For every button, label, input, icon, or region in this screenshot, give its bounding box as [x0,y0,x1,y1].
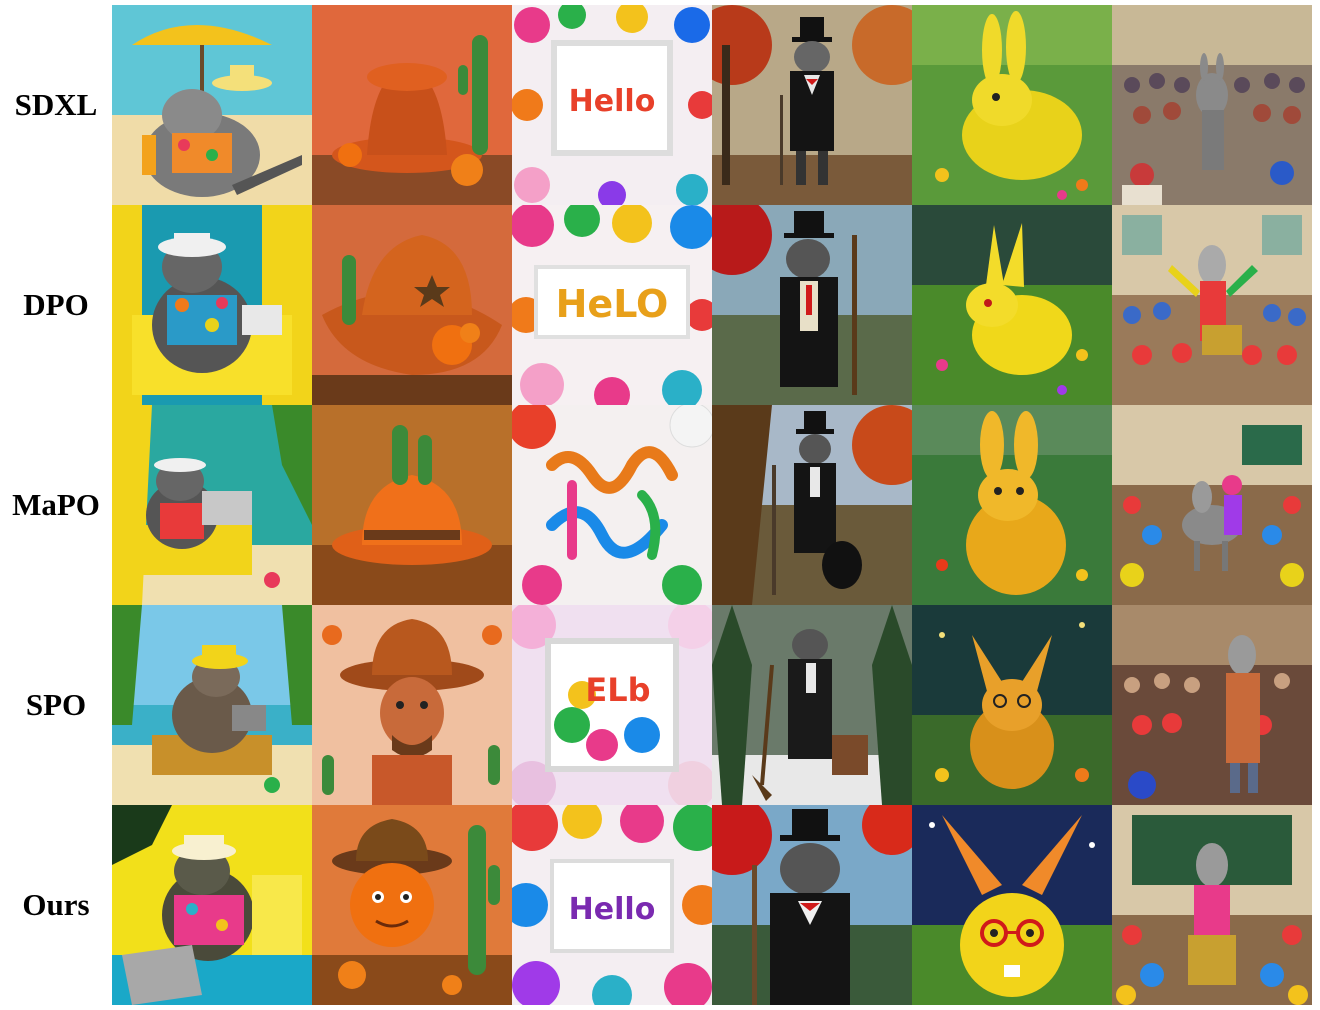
image-cowboy-hat-sdxl [312,5,512,205]
image-raccoon-ours [712,805,912,1005]
image-rabbit-mapo [912,405,1112,605]
image-rabbit-sdxl [912,5,1112,205]
hello-text-spo: ELb [585,671,650,709]
image-cowboy-hat-ours [312,805,512,1005]
hello-text-sdxl: Hello [569,84,656,119]
image-rabbit-ours [912,805,1112,1005]
row-label-spo: SPO [25,687,87,722]
image-cowboy-hat-spo [312,605,512,805]
row-label-sdxl: SDXL [14,87,98,122]
image-hello-spo: ELb [512,605,712,805]
image-wombat-spo [112,605,312,805]
image-raccoon-dpo [712,205,912,405]
image-donkey-classroom-ours [1112,805,1312,1005]
image-raccoon-sdxl [712,5,912,205]
image-rabbit-spo [912,605,1112,805]
image-grid: Hello [112,5,1312,1005]
image-cowboy-hat-dpo [312,205,512,405]
image-hello-mapo [512,405,712,605]
image-hello-sdxl: Hello [512,5,712,205]
image-raccoon-spo [712,605,912,805]
hello-text-dpo: HeLO [556,282,669,326]
image-donkey-classroom-mapo [1112,405,1312,605]
image-wombat-dpo [112,205,312,405]
image-wombat-mapo [112,405,312,605]
row-label-mapo: MaPO [12,487,100,522]
row-label-dpo: DPO [23,287,89,322]
image-rabbit-dpo [912,205,1112,405]
image-cowboy-hat-mapo [312,405,512,605]
row-label-ours: Ours [22,887,90,922]
hello-text-ours: Hello [569,892,656,927]
image-wombat-sdxl [112,5,312,205]
image-donkey-classroom-spo [1112,605,1312,805]
image-hello-dpo: HeLO [512,205,712,405]
image-wombat-ours [112,805,312,1005]
image-donkey-classroom-dpo [1112,205,1312,405]
image-raccoon-mapo [712,405,912,605]
image-donkey-classroom-sdxl [1112,5,1312,205]
image-hello-ours: Hello [512,805,712,1005]
